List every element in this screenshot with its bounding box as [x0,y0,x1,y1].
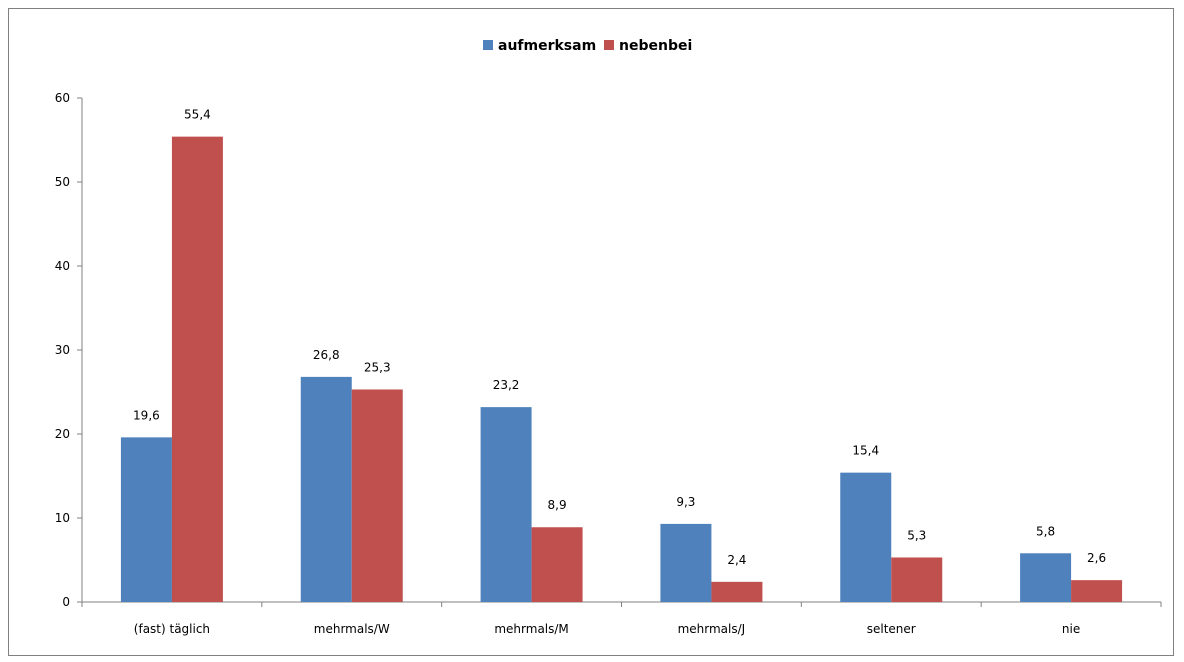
data-label: 8,9 [548,498,567,512]
bar-nebenbei [171,136,223,602]
bar-chart: aufmerksam nebenbei 0 10 20 30 40 50 60 (fast) … [55,38,1162,636]
legend-label-1: aufmerksam [498,38,596,54]
bar-aufmerksam [1020,553,1072,602]
chart-area: aufmerksam nebenbei 0 10 20 30 40 50 60 (fast) … [8,8,1174,656]
data-labels: 19,6 55,4 26,8 25,3 23,2 8,9 9,3 2,4 15,4 5,3 5,8 2… [133,108,1106,567]
y-tick-label: 30 [55,343,70,357]
data-label: 55,4 [184,108,211,122]
bar-nebenbei [891,557,943,602]
bar-aufmerksam [120,437,172,602]
x-tick-label: nie [1062,622,1080,636]
bars [120,136,1123,602]
data-label: 5,3 [907,528,926,542]
x-tick-label: mehrmals/J [678,622,746,636]
x-axis: (fast) täglich mehrmals/W mehrmals/M mehrma… [81,601,1162,636]
data-label: 9,3 [676,495,695,509]
x-tick-label: mehrmals/M [494,622,568,636]
legend-label-2: nebenbei [619,38,692,54]
bar-nebenbei [531,527,583,602]
data-label: 26,8 [313,348,340,362]
data-label: 2,6 [1087,551,1106,565]
y-tick-label: 60 [55,91,70,105]
legend: aufmerksam nebenbei [483,38,692,54]
bar-aufmerksam [480,407,532,602]
data-label: 19,6 [133,408,160,422]
y-axis: 0 10 20 30 40 50 60 [55,91,83,609]
bar-aufmerksam [660,523,712,602]
bar-nebenbei [1071,580,1123,602]
legend-swatch-2 [604,40,614,50]
y-tick-label: 40 [55,259,70,273]
x-tick-label: seltener [867,622,916,636]
bar-aufmerksam [300,376,352,602]
x-tick-label: (fast) täglich [134,622,210,636]
x-tick-label: mehrmals/W [314,622,390,636]
data-label: 2,4 [727,553,746,567]
y-tick-label: 50 [55,175,70,189]
data-label: 5,8 [1036,524,1055,538]
y-tick-label: 0 [62,595,70,609]
legend-swatch-1 [483,40,493,50]
bar-nebenbei [711,581,763,602]
y-tick-label: 20 [55,427,70,441]
bar-aufmerksam [840,472,892,602]
data-label: 23,2 [493,378,520,392]
data-label: 15,4 [852,444,879,458]
y-tick-label: 10 [55,511,70,525]
data-label: 25,3 [364,360,391,374]
bar-nebenbei [351,389,403,602]
